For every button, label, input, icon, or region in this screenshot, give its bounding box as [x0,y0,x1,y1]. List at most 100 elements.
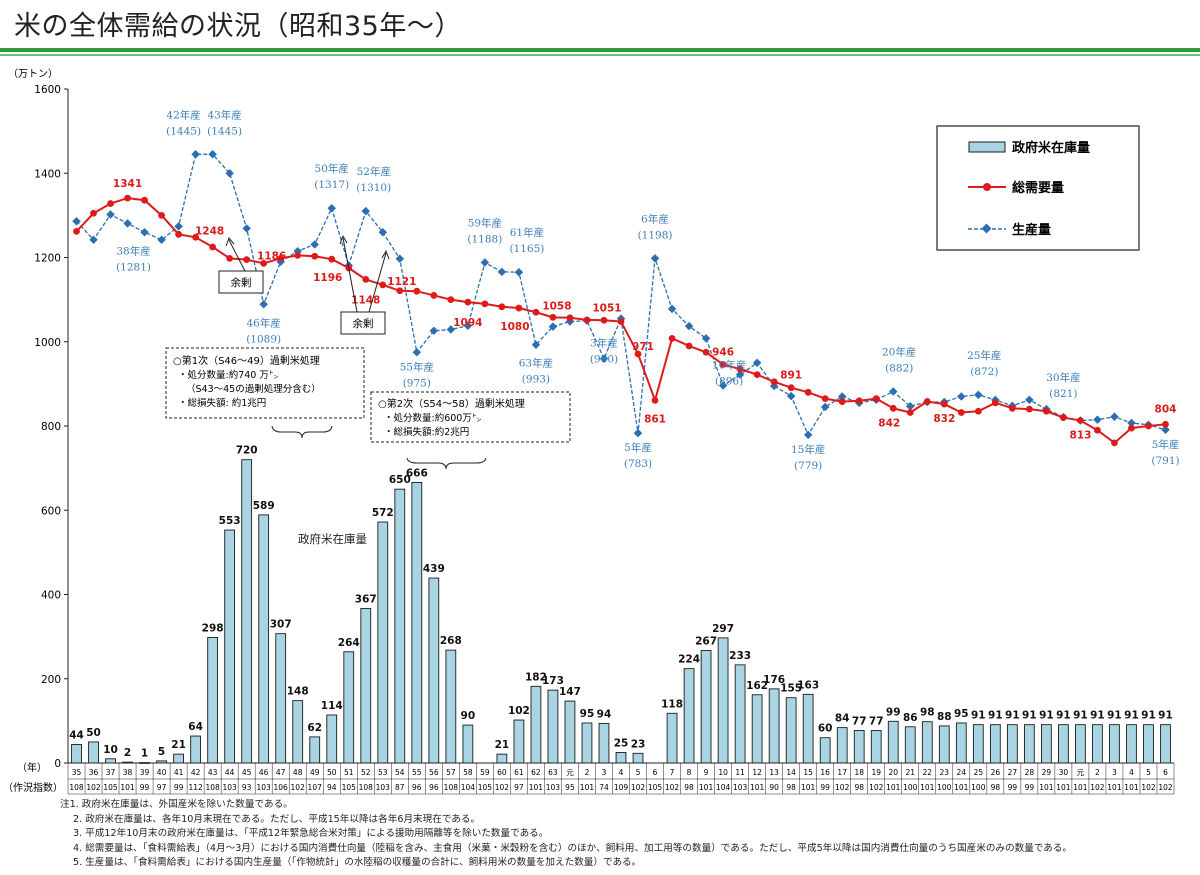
demand-marker [1008,404,1016,412]
x-tick-label: 46 [259,768,269,777]
crop-index-label: 100 [903,783,918,792]
x-tick-label: 元 [1077,768,1085,777]
stock-bar [377,521,389,764]
footnotes: 注1. 政府米在庫量は、外国産米を除いた数量である。 2. 政府米在庫量は、各年… [60,798,1190,871]
crop-index-label: 107 [308,783,323,792]
disposal-second-bracket [406,457,487,470]
stock-bar [530,685,542,764]
crop-index-label: 103 [222,783,237,792]
stock-bar-label: 91 [988,710,1003,722]
x-tick-label: 16 [820,768,830,777]
x-axis: 3510836102371053810139994097419942112431… [67,762,1175,795]
production-marker [140,227,149,237]
stock-bar-label: 307 [270,619,292,631]
production-marker [412,348,422,357]
stock-bar [88,741,99,764]
y-tick-label: 1000 [34,337,61,349]
stock-bar [1075,724,1086,764]
stock-bar [802,693,814,764]
stock-bar-label: 91 [1056,710,1071,722]
production-marker [378,227,388,237]
stock-bar [496,753,508,764]
production-label: 52年産 [357,165,391,178]
demand-marker [583,316,591,324]
demand-marker [481,300,489,308]
stock-bar [343,651,355,764]
crop-index-label: 101 [954,783,969,792]
stock-bar-label: 91 [1141,710,1156,722]
production-label: 63年産 [519,357,553,370]
crop-index-label: 105 [478,783,493,792]
demand-marker [260,259,268,267]
production-label: (1281) [116,261,151,273]
x-tick-label: 57 [446,768,456,777]
y-tick-label: 1200 [34,253,61,265]
demand-label: 1186 [257,250,286,262]
stock-bar-label: 91 [1073,710,1088,722]
production-label: 38年産 [116,244,150,257]
stock-bar-label: 267 [695,636,717,648]
crop-index-label: 103 [257,783,272,792]
stock-bar-label: 224 [678,654,700,666]
demand-marker [124,194,131,202]
production-marker [701,334,711,343]
demand-marker [1145,422,1152,430]
stock-bar [955,722,967,764]
crop-index-label: 101 [1107,783,1122,792]
stock-bar-label: 77 [869,716,884,728]
production-label: (1445) [166,125,201,137]
demand-marker [872,395,880,403]
stock-bar [190,735,201,764]
note-3: 3. 平成12年10月末の政府米在庫量は、「平成12年緊急総合米対策」による援助… [73,828,549,840]
stock-bar [1109,724,1120,764]
demand-label: 1196 [313,272,342,284]
production-marker [1127,418,1136,428]
x-tick-label: 21 [905,768,915,777]
demand-marker [226,254,234,262]
demand-marker [73,227,80,235]
stock-bar-label: 91 [1107,710,1122,722]
stock-series-label: 政府米在庫量 [298,532,367,546]
production-marker [89,235,98,245]
surplus-callout-1: 余剰 [218,237,264,294]
demand-marker [566,314,574,322]
x-tick-label: 19 [871,768,881,777]
stock-bar [785,697,797,764]
y-tick-label: 1600 [34,84,61,96]
stock-bar-label: 148 [287,686,309,698]
stock-bar-label: 91 [971,710,986,722]
production-marker [446,325,456,334]
demand-label: 832 [933,413,955,425]
production-marker [463,321,473,330]
crop-index-label: 102 [291,783,306,792]
stock-bar-label: 176 [763,674,785,686]
crop-index-label: 90 [769,783,779,792]
production-labels: 38年産 (1281) 42年産 (1445) 43年産 (1445) 46年産 (1089)… [116,108,1180,472]
demand-marker [1060,414,1067,421]
x-tick-label: 3 [602,768,607,777]
production-marker [548,322,558,331]
stock-bar-label: 62 [307,722,322,734]
x-tick-label: 39 [140,768,150,777]
stock-bar-label: 572 [372,507,394,519]
demand-marker [158,211,165,219]
x-tick-label: 17 [837,768,847,777]
note-4: 4. 総需要量は、「食料需給表」（4月～3月）における国内消費仕向量（陸稲を含み… [73,842,1073,854]
demand-marker [668,334,676,342]
stock-bar [581,722,593,764]
stock-bar-label: 118 [661,698,683,710]
crop-index-label: 104 [461,783,476,792]
x-tick-label: 35 [72,768,82,777]
demand-label: 891 [780,370,802,382]
demand-marker [175,230,183,238]
demand-marker [753,371,761,379]
stock-bar [241,459,253,764]
stock-bar [360,607,372,764]
production-label: (1198) [638,229,673,241]
demand-marker [243,256,251,264]
crop-index-label: 108 [69,783,84,792]
demand-label: 1341 [113,178,142,190]
demand-marker [192,233,200,241]
stock-bar-label: 91 [1005,710,1020,722]
